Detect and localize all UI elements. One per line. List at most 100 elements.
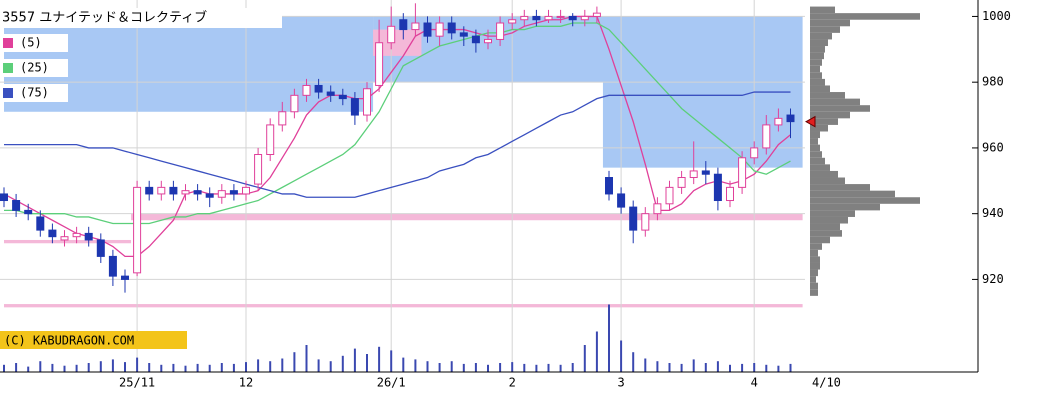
x-tick-label: 25/11 <box>119 376 155 390</box>
candle-body <box>496 22 505 40</box>
price-volume-bar <box>810 230 842 237</box>
candle-body <box>738 157 747 188</box>
candle-body <box>774 117 783 126</box>
candle-body <box>157 186 166 195</box>
candle-body <box>713 173 722 202</box>
price-volume-bar <box>810 98 860 106</box>
x-tick-label: 12 <box>239 376 253 390</box>
price-volume-bar <box>810 223 840 231</box>
x-tick-label: 3 <box>617 376 624 390</box>
candle-body <box>435 22 444 37</box>
candle-body <box>24 209 33 215</box>
candle-body <box>568 15 577 21</box>
price-volume-bar <box>810 256 820 263</box>
candle-body <box>48 229 57 238</box>
price-volume-bar <box>810 276 816 283</box>
price-zone <box>4 304 803 308</box>
candle-body <box>145 186 154 195</box>
y-tick-label: 980 <box>982 75 1004 89</box>
plot-layer <box>0 0 920 372</box>
x-tick-label: 4 <box>751 376 758 390</box>
price-volume-bar <box>810 85 830 93</box>
candle-body <box>653 203 662 215</box>
candle-body <box>447 22 456 34</box>
price-volume-bar <box>810 216 848 224</box>
price-volume-bar <box>810 6 835 14</box>
candle-body <box>350 98 359 116</box>
candle-body <box>629 206 638 231</box>
candle-body <box>701 170 710 175</box>
candle-body <box>665 186 674 205</box>
candle-body <box>254 154 263 185</box>
price-volume-bar <box>810 190 895 198</box>
last-price-marker <box>804 115 816 128</box>
price-volume-bar <box>810 39 828 47</box>
candle-body <box>689 170 698 179</box>
candle-body <box>217 190 226 198</box>
candle-body <box>72 232 81 238</box>
candle-body <box>84 232 93 241</box>
candle-body <box>641 213 650 231</box>
y-tick-label: 960 <box>982 140 1004 154</box>
candle-body <box>387 25 396 44</box>
candle-body <box>677 177 686 188</box>
candle-body <box>326 91 335 96</box>
price-volume-bar <box>810 138 818 145</box>
price-volume-bar <box>810 78 825 86</box>
price-volume-bar <box>810 72 822 79</box>
price-volume-bar <box>810 151 822 158</box>
price-volume-bar <box>810 177 845 185</box>
last-date: 4/10 <box>812 376 841 390</box>
x-tick-label: 2 <box>509 376 516 390</box>
price-volume-bar <box>810 203 880 211</box>
y-tick-label: 1000 <box>982 9 1011 23</box>
candle-body <box>0 193 8 202</box>
candle-body <box>181 190 190 195</box>
price-volume-bar <box>810 19 850 27</box>
candle-body <box>786 114 795 123</box>
candle-body <box>193 190 202 195</box>
price-volume-bar <box>810 26 840 33</box>
price-volume-bar <box>810 249 818 257</box>
price-volume-bar <box>810 118 838 125</box>
y-tick-label: 940 <box>982 206 1004 220</box>
candle-body <box>750 147 759 159</box>
candle-body <box>290 94 299 113</box>
candle-body <box>484 38 492 44</box>
x-tick-label: 26/1 <box>377 376 406 390</box>
legend-swatch <box>3 63 13 73</box>
price-volume-bar <box>810 131 820 139</box>
chart-title: 3557 ユナイテッド＆コレクティブ <box>2 10 207 26</box>
candle-body <box>605 177 613 195</box>
price-volume-bar <box>810 157 825 165</box>
price-zone <box>373 16 803 83</box>
candle-body <box>266 124 275 155</box>
candle-body <box>411 22 420 31</box>
watermark-background <box>0 331 187 349</box>
candle-body <box>278 111 287 126</box>
price-volume-bar <box>810 144 820 152</box>
candle-body <box>121 275 129 280</box>
price-volume-bar <box>810 124 828 132</box>
legend-background <box>0 34 68 52</box>
price-zone <box>131 213 803 221</box>
price-volume-bar <box>810 52 824 60</box>
price-volume-bar <box>810 197 920 204</box>
candle-body <box>556 15 565 18</box>
candle-body <box>169 186 178 195</box>
candle-body <box>375 42 384 86</box>
candle-body <box>399 19 408 31</box>
price-volume-bar <box>810 46 825 53</box>
candle-body <box>459 32 468 37</box>
candle-body <box>229 190 238 195</box>
legend-swatch <box>3 38 13 48</box>
price-volume-bar <box>810 92 845 99</box>
candle-body <box>338 94 347 100</box>
candle-body <box>302 84 311 96</box>
price-volume-bar <box>810 170 838 178</box>
candle-body <box>314 84 323 93</box>
moving-average-line <box>4 91 791 198</box>
title-background <box>0 8 282 28</box>
candle-body <box>36 216 45 231</box>
